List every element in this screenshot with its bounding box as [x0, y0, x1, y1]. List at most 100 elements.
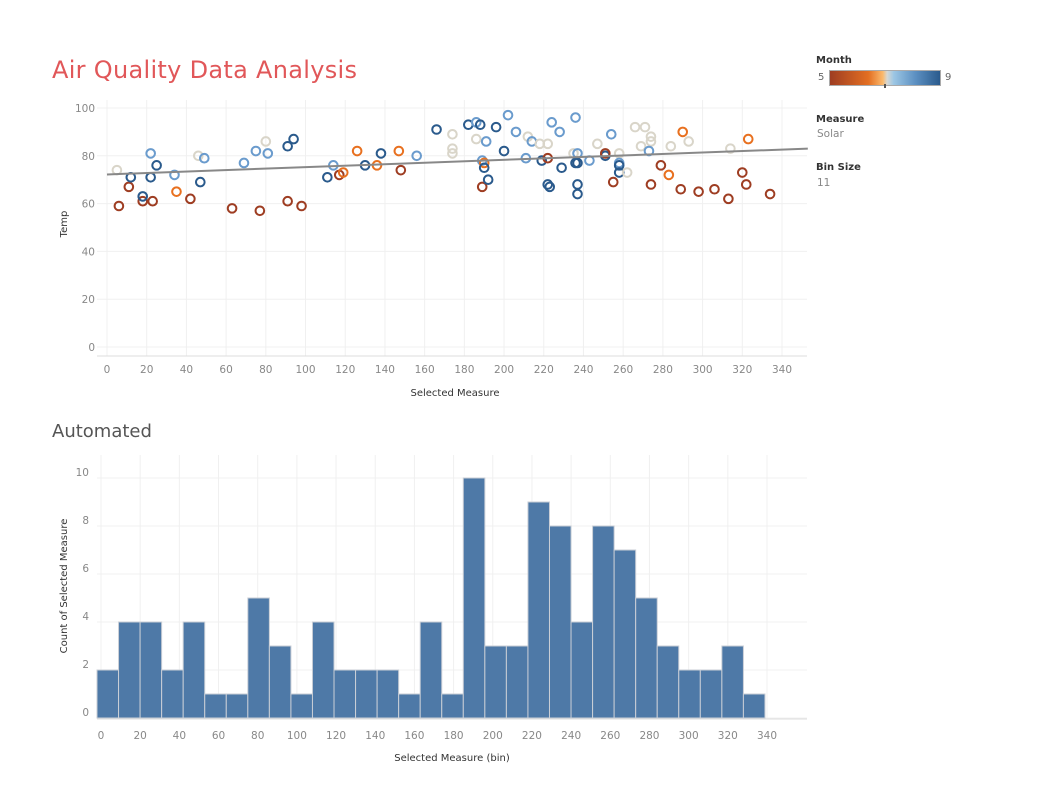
scatter-point[interactable] [482, 174, 494, 185]
scatter-point[interactable] [572, 157, 583, 169]
histogram-bar[interactable] [247, 597, 270, 719]
scatter-point[interactable] [677, 126, 689, 138]
histogram-bar[interactable] [462, 477, 486, 719]
scatter-point[interactable] [137, 191, 149, 202]
histogram-bar[interactable] [441, 693, 464, 719]
histogram-bar[interactable] [311, 621, 335, 719]
scatter-point[interactable] [411, 150, 423, 162]
histogram-bar[interactable] [376, 669, 400, 719]
measure-parameter-value[interactable]: Solar [817, 128, 844, 140]
histogram-bar[interactable] [656, 645, 680, 719]
scatter-point[interactable] [478, 157, 490, 169]
scatter-point[interactable] [600, 148, 611, 159]
scatter-point[interactable] [544, 181, 556, 193]
scatter-point[interactable] [393, 145, 405, 157]
scatter-point[interactable] [476, 181, 488, 193]
scatter-point[interactable] [470, 133, 482, 145]
histogram-bar[interactable] [290, 693, 313, 719]
histogram-bar[interactable] [419, 621, 443, 719]
scatter-point[interactable] [375, 148, 387, 159]
scatter-point[interactable] [605, 128, 617, 140]
scatter-point[interactable] [542, 179, 554, 190]
histogram-bar[interactable] [721, 645, 744, 719]
scatter-point[interactable] [169, 169, 180, 181]
scatter-point[interactable] [322, 172, 333, 183]
scatter-point[interactable] [635, 140, 647, 152]
scatter-point[interactable] [675, 183, 687, 195]
histogram-bar[interactable] [613, 549, 637, 719]
scatter-point[interactable] [510, 126, 522, 138]
histogram-bar[interactable] [96, 669, 120, 719]
scatter-point[interactable] [546, 117, 558, 128]
scatter-point[interactable] [260, 136, 272, 147]
histogram-bar[interactable] [548, 525, 572, 719]
scatter-point[interactable] [395, 164, 407, 176]
scatter-point[interactable] [572, 188, 583, 200]
scatter-point[interactable] [198, 152, 210, 164]
scatter-point[interactable] [542, 138, 554, 150]
scatter-point[interactable] [480, 136, 492, 147]
histogram-bar[interactable] [505, 645, 529, 719]
scatter-point[interactable] [572, 179, 583, 190]
scatter-point[interactable] [123, 181, 135, 193]
scatter-point[interactable] [663, 169, 675, 181]
scatter-point[interactable] [282, 140, 293, 152]
scatter-point[interactable] [683, 136, 694, 147]
histogram-bar[interactable] [268, 645, 292, 719]
histogram-bar[interactable] [592, 525, 615, 719]
histogram-bar[interactable] [118, 621, 141, 719]
scatter-point[interactable] [498, 145, 510, 157]
trend-line[interactable] [106, 147, 808, 176]
scatter-point[interactable] [185, 193, 196, 205]
scatter-point[interactable] [226, 203, 238, 214]
scatter-point[interactable] [474, 119, 486, 131]
scatter-point[interactable] [607, 176, 619, 188]
histogram-bar[interactable] [161, 669, 184, 719]
histogram-bar[interactable] [355, 669, 378, 719]
scatter-point[interactable] [447, 143, 458, 154]
histogram-bar[interactable] [139, 621, 163, 719]
scatter-point[interactable] [490, 121, 502, 133]
scatter-point[interactable] [145, 172, 156, 183]
scatter-point[interactable] [740, 179, 752, 190]
histogram-bar[interactable] [333, 669, 357, 719]
scatter-point[interactable] [447, 148, 458, 159]
scatter-point[interactable] [645, 131, 657, 142]
scatter-point[interactable] [639, 121, 651, 133]
scatter-point[interactable] [351, 145, 363, 157]
scatter-point[interactable] [193, 150, 204, 162]
scatter-point[interactable] [250, 145, 262, 157]
histogram-bar[interactable] [742, 693, 766, 719]
histogram-bar[interactable] [182, 621, 206, 719]
scatter-point[interactable] [742, 133, 754, 145]
scatter-point[interactable] [764, 188, 776, 200]
scatter-point[interactable] [709, 183, 720, 195]
histogram-bar[interactable] [204, 693, 227, 719]
scatter-point[interactable] [296, 200, 307, 212]
scatter-point[interactable] [171, 186, 182, 197]
scatter-point[interactable] [592, 138, 603, 150]
histogram-bar[interactable] [398, 693, 421, 719]
scatter-point[interactable] [554, 126, 565, 138]
scatter-point[interactable] [478, 162, 490, 174]
histogram-bar[interactable] [484, 645, 507, 719]
scatter-point[interactable] [655, 160, 667, 171]
scatter-point[interactable] [665, 140, 677, 152]
scatter-point[interactable] [288, 133, 299, 145]
histogram-bar[interactable] [678, 669, 701, 719]
scatter-point[interactable] [447, 128, 458, 140]
scatter-point[interactable] [621, 167, 633, 178]
scatter-point[interactable] [151, 160, 162, 171]
histogram-bar[interactable] [570, 621, 594, 719]
scatter-point[interactable] [723, 193, 734, 205]
scatter-point[interactable] [502, 109, 514, 121]
scatter-point[interactable] [195, 176, 206, 188]
scatter-point[interactable] [262, 148, 274, 159]
scatter-point[interactable] [613, 160, 625, 171]
scatter-point[interactable] [629, 121, 641, 133]
histogram-bar[interactable] [699, 669, 723, 719]
scatter-point[interactable] [282, 195, 293, 207]
scatter-point[interactable] [725, 143, 736, 154]
scatter-point[interactable] [337, 167, 349, 178]
scatter-point[interactable] [137, 195, 149, 207]
